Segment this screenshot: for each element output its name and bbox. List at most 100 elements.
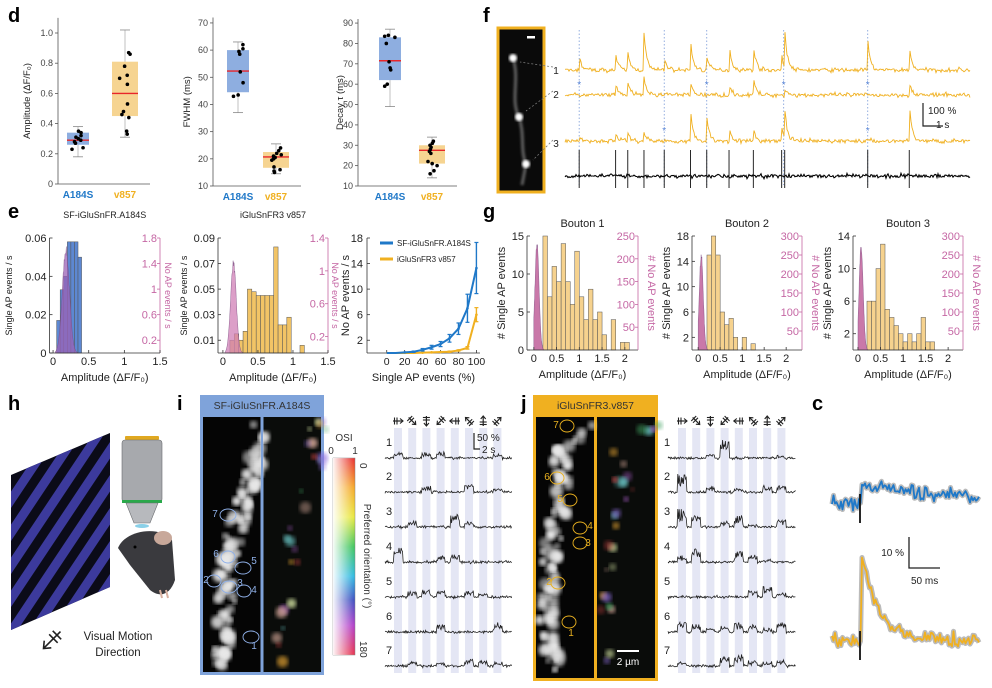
motion-direction-icon (776, 416, 786, 427)
data-point (430, 345, 433, 349)
data-point (120, 112, 124, 117)
category-label-A184S: A184S (223, 192, 254, 203)
histogram-bar (741, 337, 747, 351)
data-point (117, 76, 122, 81)
x-tick-label: 100 (468, 356, 486, 368)
motion-direction-icon (492, 416, 502, 427)
y-tick-label: 0.07 (194, 259, 215, 271)
y-tick-label: 70 (343, 59, 353, 69)
direction-label: Direction (95, 647, 140, 659)
dendrite-spot (216, 610, 223, 617)
orientation-traces-j-traces: 1 2 3 4 5 6 7 (664, 415, 796, 673)
orientation-colored-spot (271, 632, 283, 644)
histogram-bar (551, 266, 557, 351)
y-tick-label: 90 (343, 18, 353, 28)
dendrite-spot (557, 505, 567, 516)
histogram-bar (724, 324, 730, 351)
icon-head (748, 416, 754, 422)
y-tick-label: 0.03 (194, 310, 215, 322)
data-point (237, 49, 241, 54)
orientation-colored-spot (654, 421, 663, 430)
dendrite-spot (565, 475, 574, 484)
roi-row-label: 4 (664, 541, 670, 553)
stimulus-period-shade (678, 428, 686, 673)
panel-label-j: j (520, 393, 527, 415)
orientation-colored-spot (311, 453, 318, 460)
chart-title: Bouton 3 (886, 218, 930, 230)
histogram-chart-g-bouton1: 0 5 10 15 50 100 150 200 250 0 0.5 1 1.5 2 Amplitude (… (496, 218, 657, 381)
dendrite-spot (245, 513, 251, 520)
x-axis-label: Amplitude (ΔF/F₀) (703, 369, 791, 381)
histogram-bar (547, 296, 553, 351)
trace-label: 2 (553, 90, 559, 101)
stimulus-period-shade (436, 428, 445, 673)
data-point (231, 94, 236, 99)
orientation-colored-spot (307, 426, 313, 432)
orientation-colored-spot (608, 563, 617, 571)
pointer-arrow (525, 90, 554, 112)
y-axis-label: FWHM (ms) (182, 76, 193, 127)
dendrite-spot (241, 468, 253, 480)
calcium-trace-2 (564, 76, 971, 99)
histogram-bar (74, 241, 79, 354)
sem-shading (829, 555, 982, 649)
icon-bar (406, 415, 413, 422)
motion-direction-icon (748, 416, 759, 427)
data-point (384, 41, 389, 46)
scale-bar-x-label: 2 s (482, 445, 495, 456)
panel-j-images: iGluSnFR3.v857 1 2 3 4 56 7 2 µm (533, 395, 663, 681)
dendrite-spot (553, 542, 561, 550)
arrow-bar (52, 630, 62, 640)
arrow-bar (48, 633, 59, 644)
y-tick-label: 30 (198, 127, 208, 137)
orientation-colored-spot (316, 452, 328, 465)
mean-trace-a184s (831, 480, 980, 512)
data-point (125, 73, 130, 78)
grating-stripe (11, 433, 85, 630)
dendrite-spot (213, 593, 224, 604)
y-tick-label: 6 (357, 310, 363, 322)
dendrite-spot (226, 536, 239, 550)
grating-stripe (11, 433, 110, 630)
pointer-arrow (519, 61, 554, 68)
dendrite-spot (563, 439, 576, 453)
response-trace-4 (384, 547, 512, 565)
histogram-bar (247, 288, 253, 354)
data-point (76, 129, 81, 133)
roi-circle (562, 493, 578, 507)
histogram-bar (251, 291, 257, 354)
icon-bar (722, 417, 729, 424)
dendrite-spot (551, 667, 558, 673)
x-tick-label: 0.5 (549, 353, 564, 365)
data-point (430, 161, 434, 166)
roi-row-label: 2 (386, 471, 392, 483)
scale-bar-y-label: 100 % (928, 106, 956, 117)
y-tick-label: 2 (683, 332, 689, 344)
y2-axis-label: No AP events / s (330, 262, 340, 329)
panel-i-images: SF-iGluSnFR.A184S 1 2 34 5 6 7 (200, 395, 330, 675)
orientation-colored-spot (286, 598, 297, 609)
dendrite-spot (235, 550, 242, 557)
orientation-colored-spot (280, 625, 286, 631)
icon-head (423, 422, 430, 427)
no-ap-density (224, 260, 244, 354)
dendrite-spot (219, 627, 231, 639)
icon-head (399, 418, 404, 424)
motion-direction-icon (706, 416, 714, 427)
roi-circle (549, 471, 565, 485)
data-point (457, 327, 460, 331)
histogram-bar (889, 317, 895, 351)
x-tick-label: 1.5 (320, 356, 335, 368)
histogram-bar (875, 268, 881, 351)
objective-tip (125, 502, 159, 524)
data-point (274, 151, 279, 156)
y-axis-label: Single AP events / s (179, 255, 189, 335)
roi-row-label: 7 (386, 645, 392, 657)
orientation-colored-spot (603, 540, 614, 551)
scale-bar-x-label: 1 s (936, 120, 949, 131)
y-tick-label: 0 (40, 348, 46, 360)
panel-f: 1 2 3 * * * * * * 100 % 1 s (496, 26, 971, 194)
dendrite-spot (211, 649, 221, 660)
data-point (272, 165, 276, 169)
data-point (431, 139, 436, 143)
